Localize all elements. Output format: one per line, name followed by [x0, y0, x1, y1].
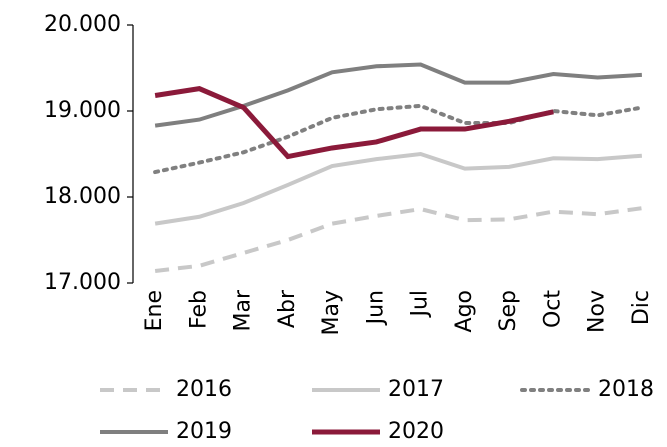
legend-label: 2016	[176, 377, 232, 402]
x-tick-label: Feb	[186, 290, 211, 329]
x-tick-label: Mar	[231, 289, 256, 331]
y-tick-label: 17.000	[44, 270, 121, 295]
x-tick-label: Sep	[496, 290, 521, 331]
series-line	[153, 103, 644, 175]
x-tick-label: Jul	[408, 290, 433, 319]
y-tick-label: 20.000	[44, 12, 121, 37]
legend-label: 2020	[388, 419, 444, 444]
series-line	[154, 86, 554, 160]
x-tick-label: Oct	[540, 290, 565, 328]
legend-label: 2017	[388, 377, 444, 402]
series-line	[154, 62, 642, 128]
x-tick-label: Nov	[585, 290, 610, 333]
x-tick-label: Dic	[629, 290, 654, 325]
x-tick-label: May	[319, 290, 344, 335]
x-tick-label: Abr	[275, 289, 300, 328]
legend-label: 2018	[598, 377, 654, 402]
x-tick-label: Jun	[363, 290, 388, 326]
legend-label: 2019	[176, 419, 232, 444]
y-tick-label: 18.000	[44, 184, 121, 209]
series-line	[154, 151, 643, 226]
y-tick-label: 19.000	[44, 98, 121, 123]
x-tick-label: Ago	[452, 290, 477, 332]
series-line	[154, 206, 643, 273]
x-tick-label: Ene	[142, 290, 167, 331]
